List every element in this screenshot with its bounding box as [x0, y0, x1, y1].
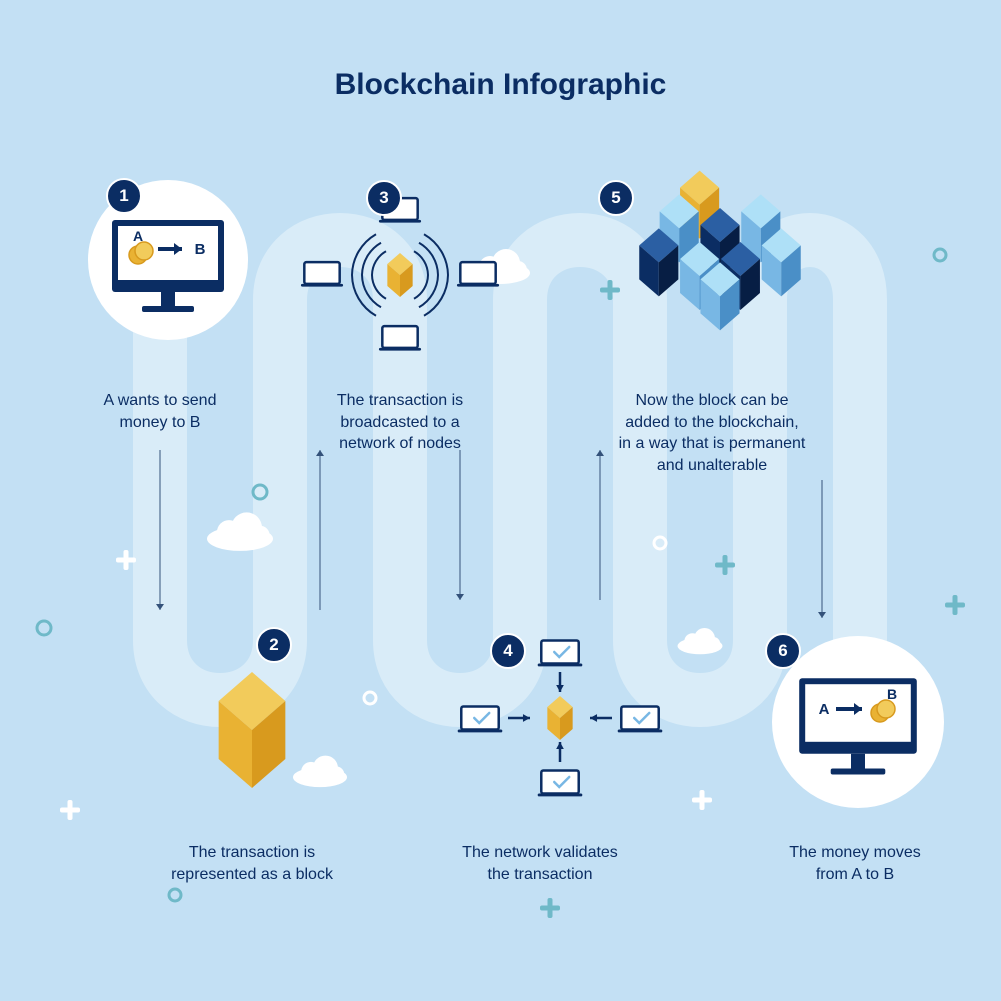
step-caption-6: The money movesfrom A to B: [735, 842, 975, 885]
infographic-stage: Blockchain InfographicAB1A wants to send…: [0, 0, 1001, 1001]
step3-broadcast-icon: [290, 187, 510, 377]
step5-blockchain-icon: [600, 165, 840, 395]
step-caption-2: The transaction isrepresented as a block: [132, 842, 372, 885]
step-badge-2: 2: [256, 627, 292, 663]
svg-text:B: B: [195, 241, 206, 258]
step-caption-4: The network validatesthe transaction: [420, 842, 660, 885]
step-badge-4: 4: [490, 633, 526, 669]
svg-text:B: B: [887, 686, 897, 702]
step-caption-3: The transaction isbroadcasted to anetwor…: [280, 390, 520, 455]
step-badge-5: 5: [598, 180, 634, 216]
step4-validate-icon: [440, 620, 680, 820]
step2-cube-icon: [172, 650, 332, 830]
step-badge-6: 6: [765, 633, 801, 669]
step-caption-1: A wants to sendmoney to B: [50, 390, 270, 433]
step-caption-5: Now the block can beadded to the blockch…: [562, 390, 862, 476]
svg-text:A: A: [819, 701, 830, 718]
svg-text:A: A: [133, 228, 143, 244]
step-badge-1: 1: [106, 178, 142, 214]
step-badge-3: 3: [366, 180, 402, 216]
step1-monitor-icon: AB: [78, 180, 258, 350]
